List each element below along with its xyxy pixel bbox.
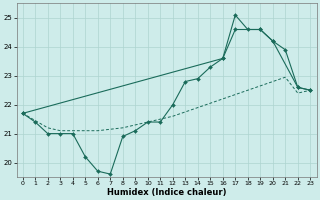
X-axis label: Humidex (Indice chaleur): Humidex (Indice chaleur) bbox=[107, 188, 226, 197]
